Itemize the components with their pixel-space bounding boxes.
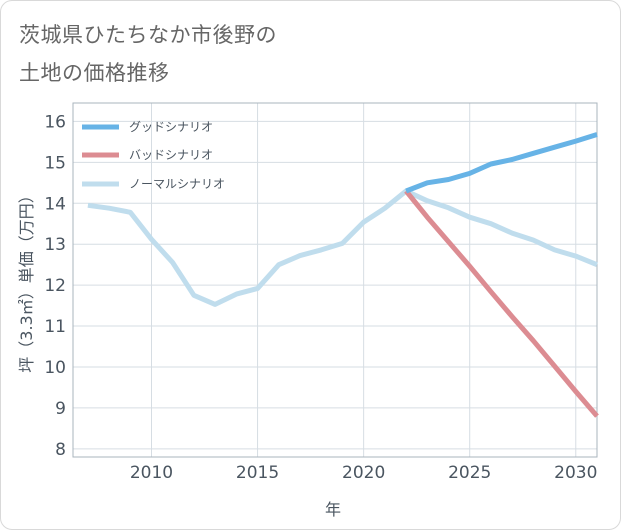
y-tick-label: 13	[44, 235, 66, 255]
x-tick-label: 2025	[448, 463, 491, 483]
series-line	[404, 189, 599, 418]
x-tick-label: 2010	[130, 463, 173, 483]
y-tick-label: 11	[44, 317, 66, 337]
legend-label: ノーマルシナリオ	[129, 177, 225, 191]
legend-label: グッドシナリオ	[129, 120, 213, 134]
y-tick-label: 16	[44, 112, 66, 132]
y-tick-label: 9	[55, 399, 66, 419]
x-tick-label: 2015	[236, 463, 279, 483]
series-line	[405, 132, 598, 194]
plot-area-frame	[72, 102, 598, 458]
series-line	[87, 188, 598, 307]
x-axis-title: 年	[325, 500, 341, 519]
y-tick-label: 10	[44, 358, 66, 378]
y-axis-title: 坪（3.3㎡）単価（万円）	[17, 187, 36, 372]
y-tick-label: 15	[44, 153, 66, 173]
x-tick-label: 2020	[342, 463, 385, 483]
y-tick-label: 12	[44, 276, 66, 296]
chart-title-line2: 土地の価格推移	[19, 61, 170, 85]
x-tick-label: 2030	[554, 463, 597, 483]
chart-title-line1: 茨城県ひたちなか市後野の	[19, 23, 277, 47]
legend-label: バッドシナリオ	[129, 148, 213, 162]
y-tick-label: 14	[44, 194, 66, 214]
y-tick-label: 8	[55, 440, 66, 460]
